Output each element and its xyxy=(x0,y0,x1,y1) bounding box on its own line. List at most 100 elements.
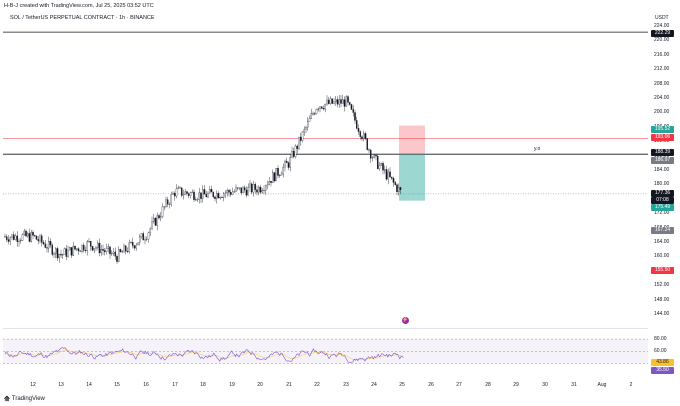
candle-body xyxy=(338,99,340,105)
candle-body xyxy=(70,247,73,256)
candle-body xyxy=(296,145,298,149)
candle-body xyxy=(373,155,375,158)
candle-body xyxy=(383,169,386,171)
time-axis-label: 21 xyxy=(286,382,292,388)
candle-body xyxy=(175,188,178,197)
price-tag: 07:08 xyxy=(651,196,674,204)
candle-body xyxy=(133,245,136,249)
candle-body xyxy=(315,109,318,115)
candle-body xyxy=(165,199,167,207)
candle-body xyxy=(35,235,38,240)
candle-body xyxy=(67,249,69,257)
time-axis-label: Aug xyxy=(597,382,607,388)
candle-body xyxy=(242,187,244,194)
time-axis-label: 13 xyxy=(58,382,64,388)
candle-body xyxy=(247,187,249,196)
candle-body xyxy=(63,248,66,255)
candle-body xyxy=(208,189,211,194)
candle-body xyxy=(83,244,85,251)
candle-body xyxy=(104,250,106,253)
candle-body xyxy=(299,136,302,141)
candle-body xyxy=(137,242,139,246)
candle-body xyxy=(359,131,361,137)
candle-body xyxy=(12,234,15,240)
candle-body xyxy=(173,193,176,197)
time-axis-label: 17 xyxy=(172,382,178,388)
candle-body xyxy=(343,99,346,107)
candle-body xyxy=(41,235,43,243)
candle-body xyxy=(287,162,290,168)
candle-body xyxy=(84,250,87,251)
candle-body xyxy=(385,169,388,180)
price-tag: 195.52 xyxy=(651,125,674,133)
candle-body xyxy=(257,186,260,193)
candle-body xyxy=(380,163,382,166)
time-axis-label: 20 xyxy=(257,382,263,388)
candle-body xyxy=(126,251,129,252)
price-axis-label: 180.00 xyxy=(654,181,670,188)
candle-body xyxy=(341,99,344,104)
time-axis-label: 27 xyxy=(456,382,462,388)
candle-body xyxy=(235,187,237,192)
candle-body xyxy=(326,99,328,105)
candle-body xyxy=(39,235,41,242)
candle-body xyxy=(298,136,300,149)
candle-body xyxy=(394,182,396,185)
candle-body xyxy=(88,241,90,242)
price-axis-label: 164.00 xyxy=(654,239,670,245)
time-axis-label: 29 xyxy=(513,382,519,388)
candle-body xyxy=(186,191,188,194)
candle-body xyxy=(158,215,160,219)
price-axis-label: 148.00 xyxy=(654,296,670,303)
yo-annotation[interactable]: y.o xyxy=(534,146,541,152)
candle-body xyxy=(348,102,351,105)
candle-body xyxy=(256,189,258,193)
candle-body xyxy=(275,167,277,182)
currency-label: USDT xyxy=(655,15,669,21)
candle-body xyxy=(147,232,150,240)
candle-body xyxy=(319,106,321,110)
candle-body xyxy=(119,249,122,252)
rsi-tag: 43.86 xyxy=(651,358,674,366)
candle-body xyxy=(229,192,232,195)
candle-body xyxy=(179,187,181,189)
candle-body xyxy=(32,232,34,236)
candle-body xyxy=(390,176,393,179)
candle-body xyxy=(48,241,50,249)
candle-body xyxy=(55,248,57,254)
candle-body xyxy=(131,242,134,246)
pane-divider xyxy=(3,328,648,329)
price-axis-label: 216.00 xyxy=(654,51,670,58)
candle-body xyxy=(37,239,40,242)
candle-body xyxy=(261,190,263,193)
candle-body xyxy=(19,240,22,242)
candle-body xyxy=(121,251,124,253)
candle-body xyxy=(334,99,337,102)
candle-body xyxy=(105,248,108,253)
candle-body xyxy=(93,248,96,251)
candle-body xyxy=(144,239,146,241)
time-axis-label: 31 xyxy=(571,382,577,388)
rsi-axis-label: 60.00 xyxy=(654,348,667,355)
candle-body xyxy=(357,128,360,132)
candle-body xyxy=(196,199,199,201)
candle-body xyxy=(397,187,400,193)
candle-body xyxy=(86,241,89,251)
candle-body xyxy=(347,96,349,103)
price-axis-label: 172.00 xyxy=(654,210,670,217)
event-icon[interactable]: ⚡ xyxy=(402,317,409,324)
candle-body xyxy=(49,241,52,246)
candle-body xyxy=(350,104,353,110)
candle-body xyxy=(355,120,358,129)
candle-body xyxy=(284,160,286,168)
price-axis-label: 208.00 xyxy=(654,80,670,87)
candle-body xyxy=(53,253,55,255)
candle-body xyxy=(91,246,94,251)
candle-body xyxy=(214,196,216,199)
price-tag: 188.39 xyxy=(651,148,674,156)
candle-body xyxy=(149,228,151,234)
candle-body xyxy=(140,233,143,237)
time-axis-label: 28 xyxy=(485,382,491,388)
candle-body xyxy=(156,215,158,226)
